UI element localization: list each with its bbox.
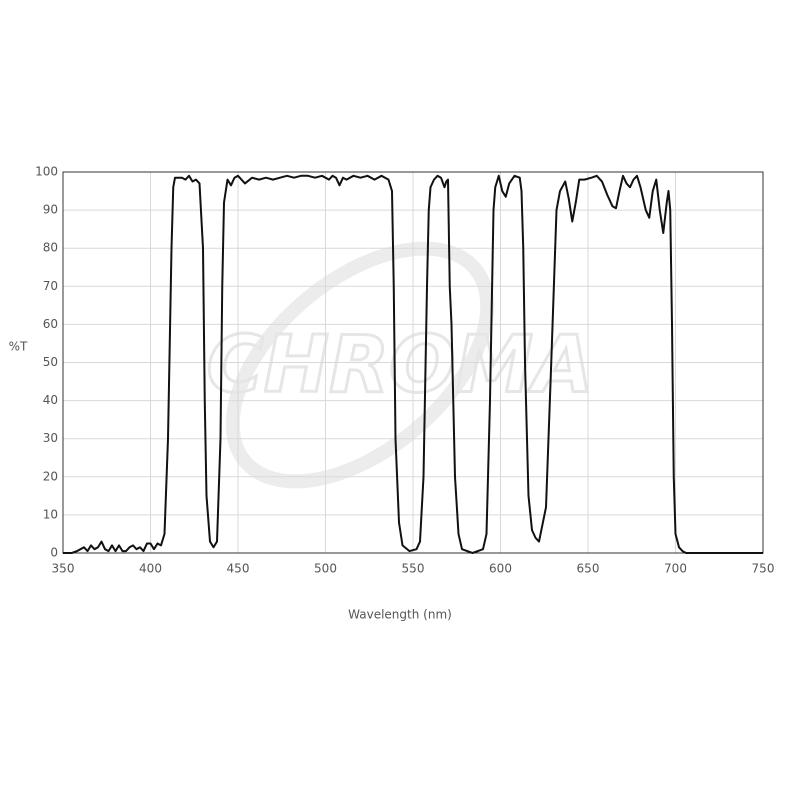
y-tick-label: 10	[43, 507, 58, 521]
x-tick-label: 600	[489, 562, 512, 576]
x-tick-label: 550	[402, 562, 425, 576]
y-tick-label: 60	[43, 317, 58, 331]
x-tick-label: 750	[752, 562, 775, 576]
x-tick-label: 400	[139, 562, 162, 576]
y-tick-label: 20	[43, 469, 58, 483]
x-tick-label: 350	[52, 562, 75, 576]
series-line	[63, 174, 763, 554]
y-tick-label: 100	[35, 165, 58, 179]
x-tick-label: 450	[227, 562, 250, 576]
x-tick-label: 500	[314, 562, 337, 576]
y-tick-label: 40	[43, 393, 58, 407]
watermark-ring	[225, 241, 495, 489]
y-tick-label: 0	[50, 546, 58, 560]
watermark-text: CHROMA	[207, 320, 594, 410]
y-axis-label: %T	[9, 340, 28, 354]
y-tick-label: 30	[43, 431, 58, 445]
x-tick-label: 700	[664, 562, 687, 576]
x-tick-label: 650	[577, 562, 600, 576]
y-tick-label: 50	[43, 355, 58, 369]
x-axis-label: Wavelength (nm)	[348, 608, 452, 622]
plot-frame	[62, 171, 764, 554]
watermark: CHROMA	[205, 241, 595, 489]
y-tick-label: 80	[43, 241, 58, 255]
y-tick-label: 70	[43, 279, 58, 293]
y-tick-label: 90	[43, 203, 58, 217]
